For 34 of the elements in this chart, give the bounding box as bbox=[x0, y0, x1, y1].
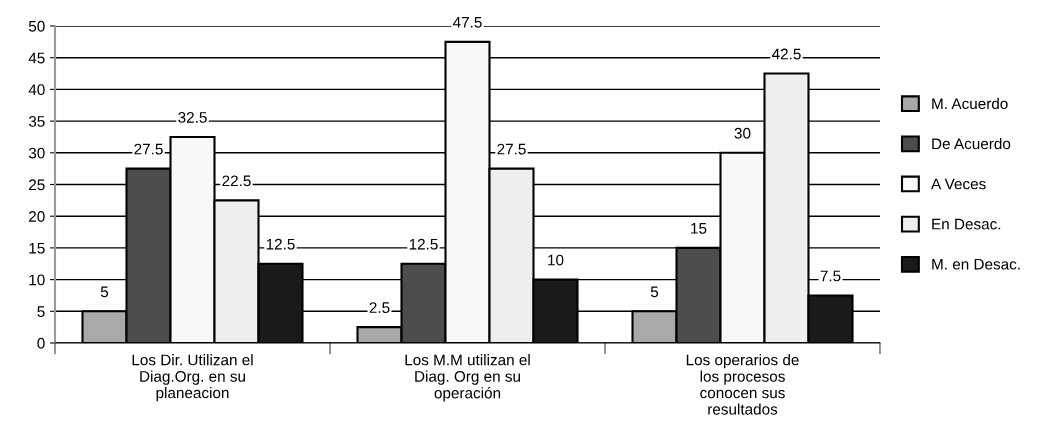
legend-label: De Acuerdo bbox=[932, 137, 1011, 150]
legend-label: A Veces bbox=[931, 178, 986, 190]
legend-label: M. Acuerdo bbox=[932, 97, 1008, 110]
y-tick-label: 5 bbox=[37, 306, 45, 317]
y-tick-label: 35 bbox=[28, 115, 45, 127]
y-tick-label: 45 bbox=[28, 52, 45, 64]
data-label: 12.5 bbox=[266, 238, 295, 250]
y-tick-label: 15 bbox=[29, 242, 45, 254]
y-tick-label: 40 bbox=[28, 84, 45, 96]
data-label: 47.5 bbox=[452, 17, 482, 28]
data-label: 30 bbox=[734, 127, 751, 139]
y-tick-label: 25 bbox=[29, 179, 45, 191]
data-label: 7.5 bbox=[820, 270, 841, 282]
y-tick-label: 0 bbox=[37, 337, 45, 349]
legend-label: M. en Desac. bbox=[932, 258, 1020, 270]
data-label: 10 bbox=[548, 254, 564, 266]
x-tick-label: Los M.M utilizan el Diag. Org en su operación bbox=[405, 354, 530, 402]
data-label: 27.5 bbox=[497, 143, 526, 155]
x-tick-label: Los operarios de los procesos conocen sus resultados bbox=[686, 354, 799, 415]
data-label: 42.5 bbox=[771, 48, 801, 60]
data-label: 2.5 bbox=[369, 302, 390, 314]
x-tick-label: Los Dir. Utilizan el Diag.Org. en su planeacion bbox=[132, 354, 253, 402]
data-label: 5 bbox=[100, 286, 109, 298]
data-label: 22.5 bbox=[222, 175, 251, 187]
y-tick-label: 20 bbox=[29, 211, 45, 222]
data-label: 12.5 bbox=[409, 238, 438, 250]
y-tick-label: 30 bbox=[28, 147, 45, 159]
y-tick-label: 50 bbox=[28, 20, 45, 32]
data-label: 27.5 bbox=[134, 143, 163, 155]
data-label: 5 bbox=[650, 286, 659, 298]
data-label: 32.5 bbox=[178, 112, 207, 123]
legend-label: En Desac. bbox=[932, 218, 1001, 230]
data-label: 15 bbox=[691, 223, 707, 234]
y-tick-label: 10 bbox=[29, 274, 45, 286]
